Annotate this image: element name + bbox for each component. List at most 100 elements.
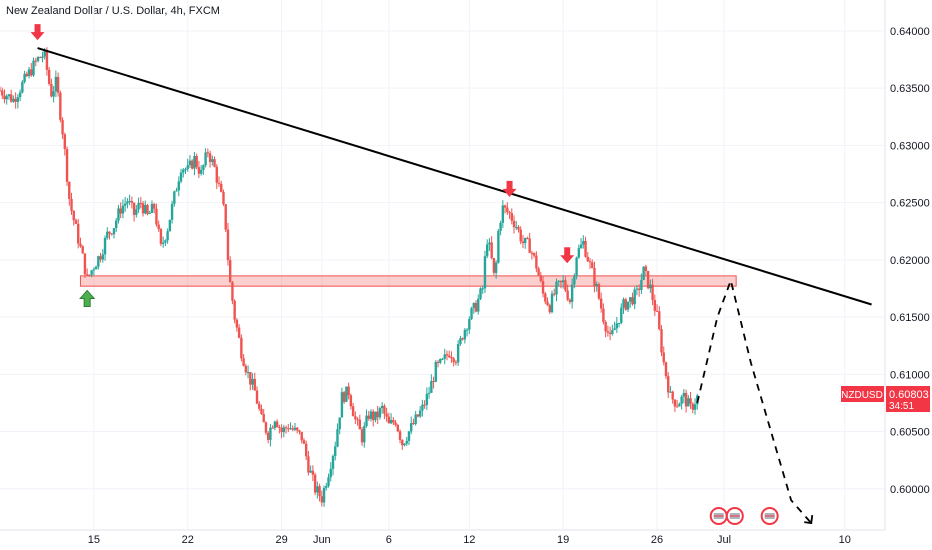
candle-body [541, 280, 545, 294]
candle-body [637, 288, 641, 290]
candle-body [325, 486, 328, 488]
candle-body [224, 204, 227, 230]
candle-body [584, 240, 587, 257]
candle-body [392, 419, 395, 423]
candle-body [226, 229, 230, 261]
candle-body [684, 392, 688, 407]
candle-body [586, 256, 589, 262]
candle-body [506, 207, 509, 213]
candle-body [12, 98, 15, 102]
candle-body [414, 414, 417, 424]
candle-body [264, 422, 268, 433]
candle-body [566, 290, 569, 300]
trendline [37, 47, 872, 306]
candle-body [123, 203, 127, 206]
candle-body [45, 50, 49, 70]
candle-body [9, 94, 13, 102]
candle-body [329, 468, 332, 478]
candle-body [465, 329, 469, 331]
candle-body [304, 443, 308, 457]
candle-body [550, 293, 554, 313]
candle-body [499, 222, 502, 231]
candle-body [385, 413, 388, 417]
candle-body [307, 456, 310, 473]
candle-body [155, 208, 158, 225]
candle-body [416, 414, 420, 417]
candle-body [617, 322, 621, 324]
candle-body [671, 391, 674, 400]
x-tick-label: 10 [839, 534, 851, 546]
candle-body [365, 415, 368, 427]
candle-body [398, 431, 402, 440]
candle-body [119, 208, 122, 214]
candle-body [231, 282, 234, 301]
x-tick-label: 22 [182, 534, 194, 546]
candle-body [624, 299, 627, 310]
candle-body [573, 276, 576, 285]
candle-body [34, 60, 37, 62]
y-tick-label: 0.63500 [890, 83, 930, 95]
candle-body [606, 331, 610, 333]
candle-body [0, 90, 2, 92]
candle-body [262, 413, 265, 423]
projection-arrowhead [804, 515, 814, 525]
candle-body [655, 310, 659, 312]
candle-body [1, 90, 4, 96]
time-axis: 15 22 29 Jun 6 12 19 26 Jul 10 [0, 529, 885, 546]
candle-body [211, 159, 214, 162]
candle-body [36, 57, 40, 61]
y-tick-label: 0.60000 [890, 484, 930, 496]
candle-body [153, 203, 156, 209]
candle-body [197, 167, 201, 174]
candle-body [345, 386, 348, 402]
y-tick-label: 0.63000 [890, 140, 930, 152]
candle-body [477, 298, 480, 312]
candle-body [501, 205, 505, 223]
candle-body [5, 96, 8, 100]
candle-body [56, 76, 60, 93]
price-tag-symbol-bg [841, 386, 884, 402]
candle-body [599, 298, 603, 309]
candle-body [367, 415, 370, 419]
candle-body [588, 261, 592, 263]
candle-body [591, 262, 594, 268]
candle-body [448, 355, 451, 357]
y-tick-label: 0.62000 [890, 255, 930, 267]
candle-body [604, 322, 607, 332]
candle-body [65, 148, 69, 182]
candle-body [662, 352, 665, 363]
candle-body [166, 231, 169, 241]
candle-body [528, 238, 531, 253]
candle-body [523, 237, 527, 244]
candle-body [94, 266, 98, 270]
candle-body [519, 229, 522, 242]
candle-body [240, 337, 243, 359]
candle-body [199, 170, 203, 174]
candle-body [642, 266, 645, 280]
candle-body [128, 200, 131, 202]
candle-body [50, 83, 53, 97]
candle-body [622, 299, 625, 308]
candle-body [289, 428, 292, 430]
candle-body [278, 426, 281, 428]
candle-body [602, 308, 605, 323]
candle-body [403, 443, 406, 446]
candle-body [273, 421, 277, 429]
candle-body [649, 284, 652, 289]
candle-body [170, 203, 174, 220]
candle-body [675, 406, 679, 408]
candle-body [309, 470, 312, 473]
candle-body [284, 427, 288, 429]
candle-body [635, 288, 639, 290]
candle-body [182, 169, 185, 173]
candle-body [474, 302, 478, 312]
candle-body [445, 354, 449, 356]
candle-body [620, 307, 623, 323]
candle-body [14, 98, 17, 102]
candle-body [682, 392, 686, 397]
candle-body [535, 255, 538, 269]
candle-body [570, 284, 574, 302]
candle-body [369, 411, 373, 419]
candle-body [141, 203, 145, 214]
